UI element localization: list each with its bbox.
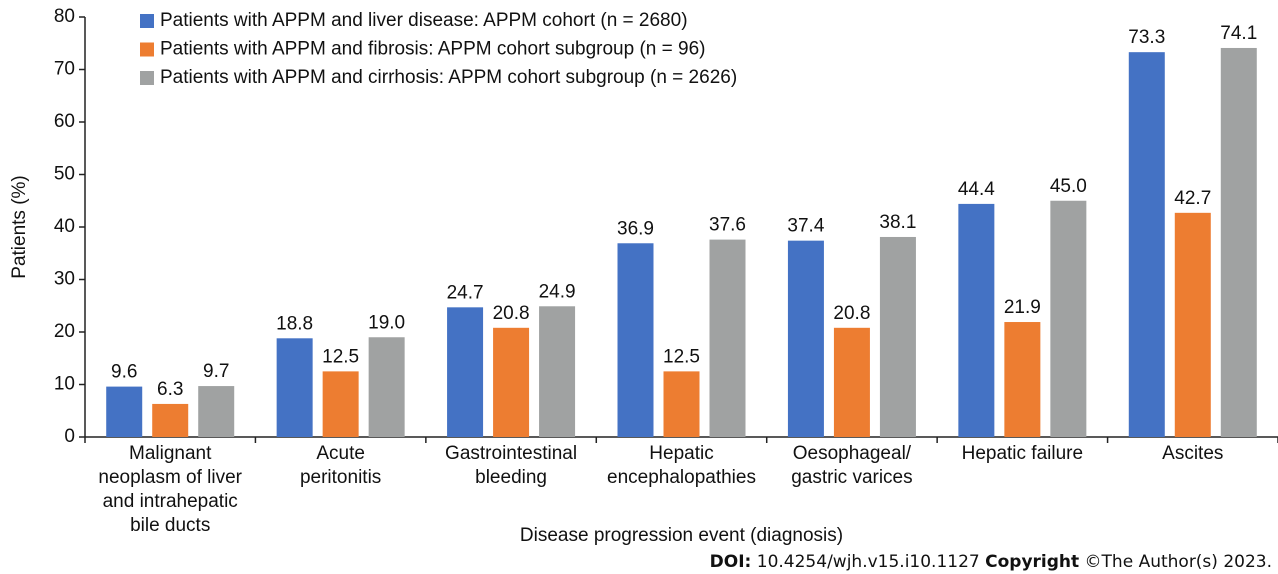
y-tick-label: 80 [54, 6, 75, 27]
y-tick-label: 10 [54, 374, 75, 395]
bar [709, 239, 746, 437]
y-tick-label: 20 [54, 321, 75, 342]
x-tick-label: Gastrointestinal bleeding [445, 443, 578, 488]
value-label: 45.0 [1050, 176, 1087, 197]
bar [1004, 322, 1041, 437]
y-tick-label: 60 [54, 111, 75, 132]
x-tick-label: Hepatic encephalopathies [607, 443, 756, 488]
x-tick-label: Malignant neoplasm of liver and intrahep… [98, 443, 243, 536]
bar [663, 371, 700, 437]
doi-label: DOI: [709, 552, 752, 572]
legend-swatch [140, 14, 154, 28]
bar [106, 386, 143, 437]
bar [539, 306, 576, 437]
y-tick-label: 0 [64, 426, 75, 447]
bar [447, 307, 484, 437]
value-label: 38.1 [879, 212, 916, 233]
bar [368, 337, 405, 437]
y-tick-label: 70 [54, 59, 75, 80]
x-tick-label: Acute peritonitis [299, 443, 382, 488]
value-label: 12.5 [322, 346, 359, 367]
legend-swatch [140, 71, 154, 85]
value-label: 36.9 [617, 218, 654, 239]
value-label: 37.6 [709, 215, 746, 236]
x-tick-label: Oesophageal/ gastric varices [791, 443, 913, 488]
value-label: 6.3 [157, 379, 183, 400]
footer: DOI: 10.4254/wjh.v15.i10.1127 Copyright … [710, 552, 1272, 572]
x-tick-label: Hepatic failure [961, 443, 1084, 464]
bar [958, 203, 995, 437]
bar [276, 338, 313, 437]
bar [152, 403, 189, 437]
value-label: 44.4 [958, 179, 995, 200]
value-label: 42.7 [1174, 188, 1211, 209]
bar [1174, 212, 1211, 437]
bar [879, 236, 916, 437]
legend-label: Patients with APPM and liver disease: AP… [160, 10, 688, 31]
bar [493, 327, 530, 437]
value-label: 20.8 [833, 303, 870, 324]
legend-swatch [140, 42, 154, 57]
bar [1220, 47, 1257, 437]
bar [617, 243, 654, 437]
legend-label: Patients with APPM and cirrhosis: APPM c… [160, 67, 737, 88]
legend-label: Patients with APPM and fibrosis: APPM co… [160, 39, 705, 60]
doi: 10.4254/wjh.v15.i10.1127 [756, 552, 980, 572]
bar [833, 327, 870, 437]
value-label: 9.7 [203, 361, 229, 382]
y-tick-label: 40 [54, 216, 75, 237]
value-label: 21.9 [1004, 297, 1041, 318]
x-axis-title: Disease progression event (diagnosis) [519, 525, 844, 546]
value-label: 24.7 [447, 282, 484, 303]
value-label: 19.0 [368, 312, 405, 333]
bar [198, 386, 235, 437]
value-label: 9.6 [111, 362, 137, 383]
value-label: 24.9 [539, 281, 576, 302]
value-label: 18.8 [276, 313, 313, 334]
bar [1050, 200, 1087, 437]
value-label: 73.3 [1128, 27, 1165, 48]
copyright: ©The Author(s) 2023. [1084, 552, 1272, 572]
bar [787, 240, 824, 437]
value-label: 74.1 [1220, 23, 1257, 44]
value-label: 37.4 [787, 216, 824, 237]
value-label: 12.5 [663, 346, 700, 367]
bar [1128, 52, 1165, 438]
y-tick-label: 50 [54, 164, 75, 185]
x-tick-label: Ascites [1162, 443, 1224, 464]
copyright-label: Copyright [985, 552, 1080, 572]
y-tick-label: 30 [54, 269, 75, 290]
bar [322, 371, 359, 437]
y-axis-title: Patients (%) [9, 175, 30, 278]
value-label: 20.8 [493, 303, 530, 324]
